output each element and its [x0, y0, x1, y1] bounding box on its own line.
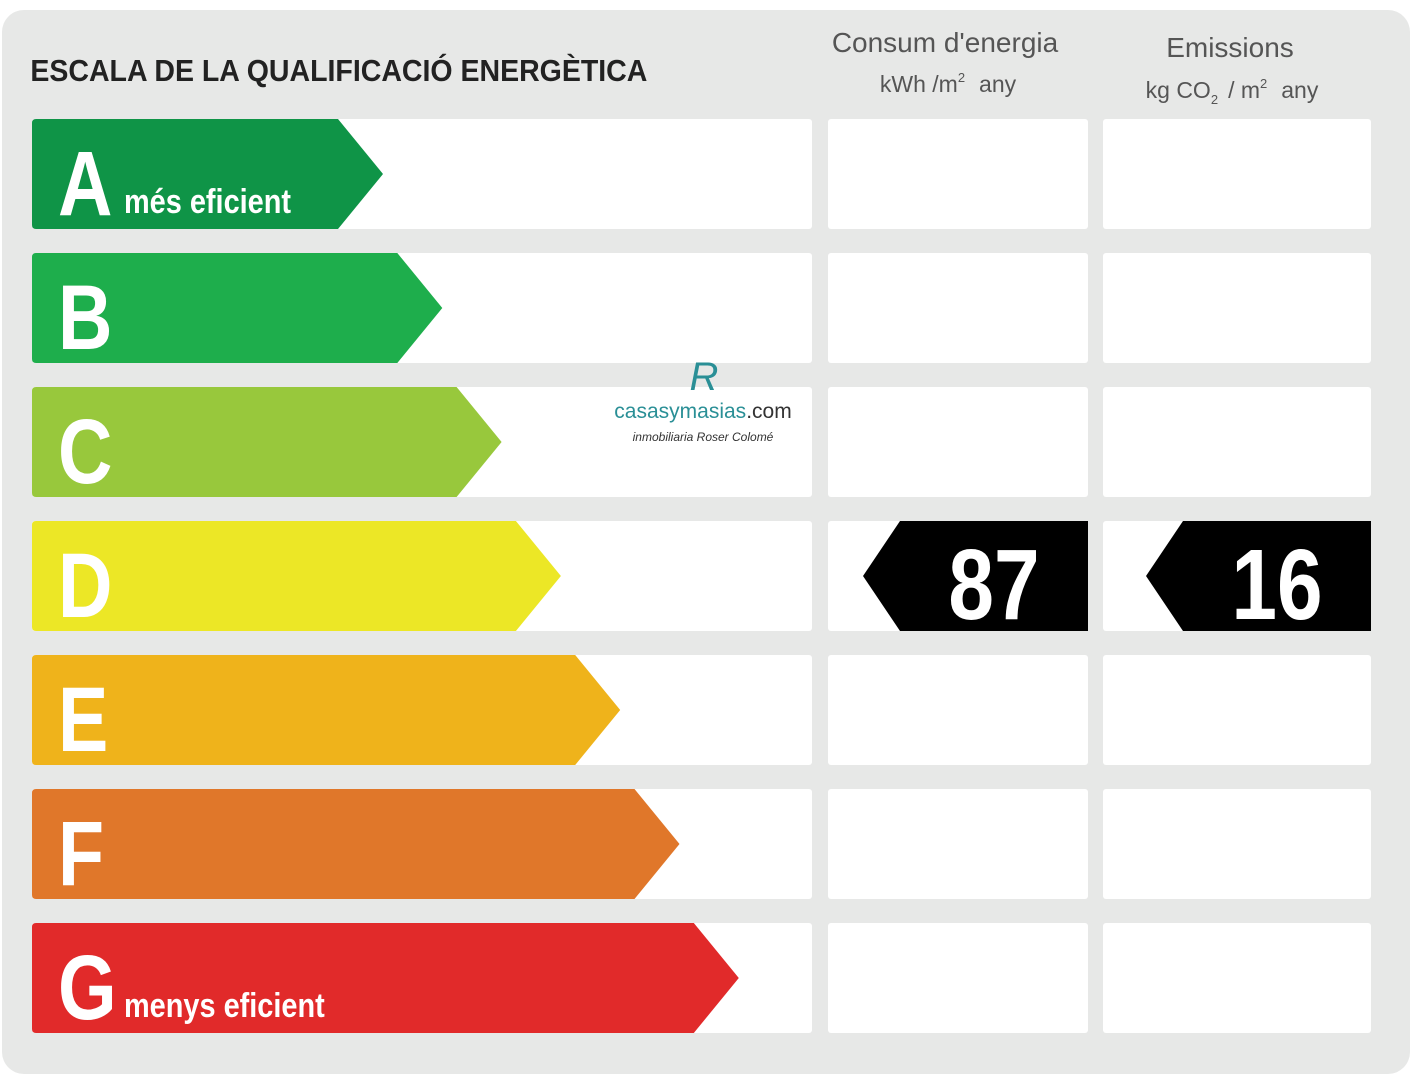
cell: [828, 253, 1088, 363]
title: ESCALA DE LA QUALIFICACIÓ ENERGÈTICA: [30, 53, 647, 88]
value-label: 16: [1231, 529, 1322, 641]
value-label: 87: [948, 529, 1039, 641]
value-marker: [863, 521, 1088, 631]
cell: [828, 923, 1088, 1033]
rating-arrow: [32, 789, 680, 899]
unit-part: / m: [1228, 77, 1260, 103]
cell: [1103, 387, 1371, 497]
cell: [828, 387, 1088, 497]
unit-part: any: [979, 71, 1017, 97]
rating-label: més eficient: [124, 182, 291, 221]
rating-letter: F: [58, 802, 104, 905]
cell: [828, 655, 1088, 765]
cell: [1103, 655, 1371, 765]
column-unit: kWh /m2 any: [880, 70, 1017, 97]
rating-arrow: [32, 119, 383, 229]
cell: [828, 119, 1088, 229]
unit-part: kg CO: [1146, 77, 1211, 103]
rating-arrow: [32, 253, 443, 363]
watermark: R casasymasias.com inmobiliaria Roser Co…: [614, 355, 791, 444]
value-marker: [1146, 521, 1371, 631]
unit-sup: 2: [958, 70, 965, 85]
rating-letter: G: [58, 936, 117, 1039]
rating-letter: C: [58, 400, 112, 503]
logo: R: [690, 355, 719, 399]
rating-arrow: [32, 387, 502, 497]
brand-domain: .com: [746, 400, 792, 423]
column-title: Consum d'energia: [832, 27, 1059, 58]
rating-label: menys eficient: [124, 986, 325, 1025]
cell: [1103, 789, 1371, 899]
brand-name: casasymasias: [614, 400, 746, 423]
rating-arrow: [32, 923, 739, 1033]
column-unit: kg CO2/ m2 any: [1146, 76, 1319, 107]
cell: [1103, 923, 1371, 1033]
brand: casasymasias.com: [614, 400, 791, 423]
cell: [1103, 119, 1371, 229]
tagline: inmobiliaria Roser Colomé: [633, 430, 774, 444]
cell: [1103, 253, 1371, 363]
unit-sub: 2: [1211, 92, 1218, 107]
rating-letter: A: [58, 132, 112, 235]
column-title: Emissions: [1166, 32, 1294, 63]
cell: [828, 789, 1088, 899]
unit-sup: 2: [1260, 76, 1267, 91]
rating-letter: D: [58, 534, 112, 637]
unit-part: kWh /m: [880, 71, 958, 97]
unit-part: any: [1281, 77, 1319, 103]
rating-arrow: [32, 655, 621, 765]
rating-arrow: [32, 521, 561, 631]
rating-letter: E: [58, 668, 108, 771]
rating-letter: B: [58, 266, 112, 369]
